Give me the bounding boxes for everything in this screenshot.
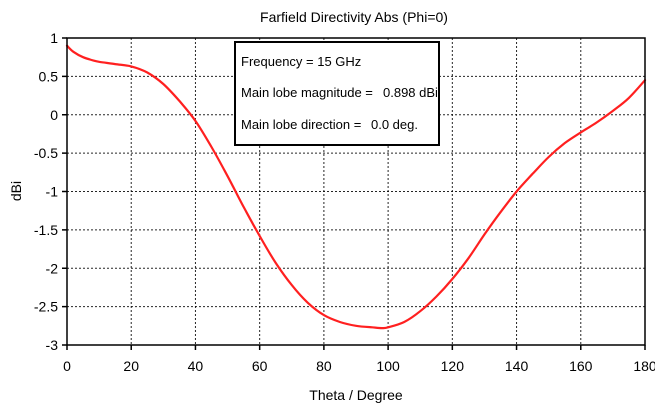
axis-ticks: 10.50-0.5-1-1.5-2-2.5-30 20 40 60 80 100 120 14… (34, 30, 655, 374)
y-tick-label: -3 (46, 337, 59, 353)
y-tick-label: -1.5 (34, 222, 58, 238)
x-tick-label: 120 (441, 358, 465, 374)
y-tick-label: 0 (50, 107, 58, 123)
y-tick-label: 1 (50, 30, 58, 46)
y-tick-label: -1 (46, 184, 59, 200)
x-tick-label: 160 (569, 358, 593, 374)
y-axis-label: dBi (8, 181, 24, 201)
x-tick-label: 0 (63, 358, 71, 374)
x-tick-label: 100 (376, 358, 400, 374)
y-tick-label: -2.5 (34, 299, 58, 315)
annotation-frame (234, 41, 440, 146)
annotation-frequency: Frequency = 15 GHz (241, 54, 361, 69)
annotation-magnitude-value: 0.898 dBi (383, 85, 438, 100)
x-tick-label: 80 (316, 358, 332, 374)
x-axis-label: Theta / Degree (309, 387, 403, 403)
y-tick-label: 0.5 (39, 68, 59, 84)
x-tick-label: 180 (633, 358, 655, 374)
annotation-magnitude-label: Main lobe magnitude = (241, 85, 373, 100)
directivity-curve (65, 44, 647, 330)
x-tick-label: 60 (252, 358, 268, 374)
x-tick-label: 20 (123, 358, 139, 374)
chart-title: Farfield Directivity Abs (Phi=0) (260, 9, 448, 25)
annotation-direction-label: Main lobe direction = (241, 117, 361, 132)
annotation-box: Frequency = 15 GHz Main lobe magnitude =… (234, 41, 440, 146)
annotation-direction-value: 0.0 deg. (371, 117, 418, 132)
y-tick-label: -0.5 (34, 145, 58, 161)
x-tick-label: 40 (188, 358, 204, 374)
x-tick-label: 140 (505, 358, 529, 374)
y-tick-label: -2 (46, 260, 59, 276)
plot-frame (66, 37, 646, 346)
